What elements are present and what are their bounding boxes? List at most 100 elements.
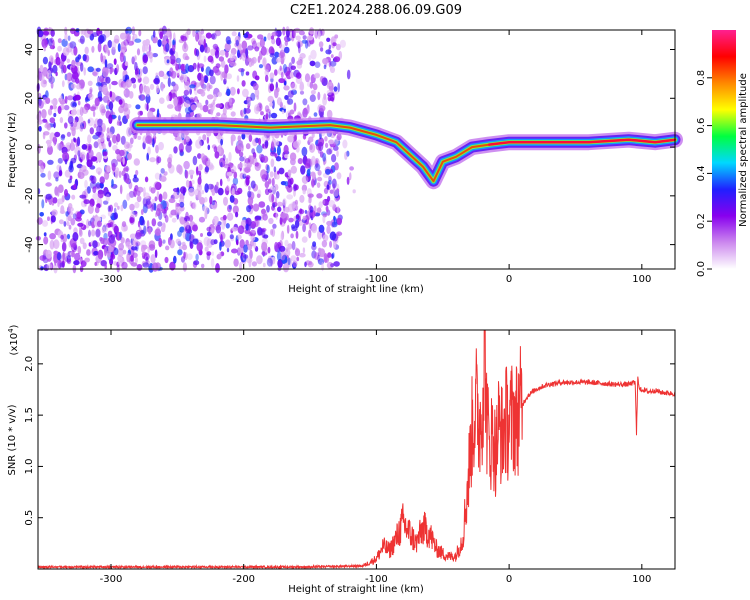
noise-cell bbox=[336, 231, 343, 236]
noise-cell bbox=[246, 205, 252, 213]
noise-cell bbox=[220, 161, 223, 168]
noise-cell bbox=[331, 221, 338, 228]
noise-cell bbox=[189, 241, 194, 249]
noise-cell bbox=[160, 168, 165, 174]
noise-cell bbox=[94, 97, 100, 107]
colorbar-tick-label: 0.4 bbox=[696, 165, 707, 181]
noise-cell bbox=[167, 157, 172, 164]
noise-cell bbox=[202, 104, 209, 113]
noise-cell bbox=[226, 247, 230, 253]
noise-cell bbox=[50, 29, 55, 37]
noise-cell bbox=[280, 71, 284, 79]
noise-cell bbox=[125, 26, 132, 35]
noise-cell bbox=[95, 254, 102, 264]
noise-cell bbox=[121, 221, 127, 228]
noise-cell bbox=[91, 104, 97, 110]
noise-cell bbox=[105, 191, 112, 198]
noise-cell bbox=[130, 210, 135, 218]
noise-cell bbox=[86, 218, 90, 229]
noise-cell bbox=[297, 41, 301, 49]
noise-cell bbox=[271, 31, 278, 37]
noise-cell bbox=[170, 70, 177, 79]
noise-cell bbox=[243, 33, 249, 39]
noise-cell bbox=[290, 65, 296, 71]
noise-cell bbox=[93, 250, 99, 256]
noise-cell bbox=[142, 262, 150, 268]
noise-cell bbox=[245, 143, 251, 150]
noise-cell bbox=[327, 92, 334, 97]
noise-cell bbox=[63, 104, 70, 111]
noise-cell bbox=[95, 228, 101, 238]
noise-cell bbox=[45, 97, 51, 104]
noise-cell bbox=[336, 172, 342, 180]
noise-cell bbox=[91, 45, 95, 53]
noise-cell bbox=[331, 154, 337, 163]
noise-cell bbox=[264, 139, 269, 149]
noise-cell bbox=[290, 81, 296, 89]
noise-cell bbox=[184, 80, 190, 91]
noise-cell bbox=[117, 43, 121, 53]
noise-cell bbox=[272, 223, 277, 229]
noise-cell bbox=[269, 171, 274, 178]
noise-cell bbox=[236, 75, 240, 82]
noise-cell bbox=[215, 63, 221, 69]
noise-cell bbox=[185, 98, 192, 104]
noise-cell bbox=[260, 46, 267, 56]
noise-cell bbox=[45, 249, 52, 259]
noise-cell bbox=[267, 95, 274, 103]
noise-cell bbox=[175, 238, 181, 245]
noise-cell bbox=[155, 85, 160, 94]
noise-cell bbox=[71, 109, 77, 116]
noise-cell bbox=[48, 55, 54, 63]
noise-cell bbox=[166, 94, 170, 102]
noise-cell bbox=[256, 255, 263, 265]
noise-cell bbox=[162, 74, 169, 80]
noise-cell bbox=[261, 135, 268, 142]
noise-cell bbox=[218, 56, 225, 62]
noise-cell bbox=[269, 151, 276, 157]
noise-cell bbox=[352, 189, 356, 194]
noise-cell bbox=[121, 261, 128, 270]
noise-cell bbox=[158, 237, 163, 248]
noise-cell bbox=[108, 245, 114, 253]
noise-cell bbox=[50, 99, 55, 104]
noise-cell bbox=[185, 143, 192, 153]
noise-cell bbox=[90, 106, 96, 112]
noise-cell bbox=[87, 134, 92, 144]
noise-cell bbox=[95, 182, 101, 189]
noise-cell bbox=[311, 155, 316, 166]
noise-cell bbox=[315, 159, 319, 169]
noise-cell bbox=[180, 63, 185, 71]
colorbar-tick-label: 0.6 bbox=[696, 118, 707, 134]
noise-cell bbox=[37, 159, 44, 167]
noise-cell bbox=[47, 69, 52, 79]
noise-cell bbox=[97, 171, 101, 176]
noise-cell bbox=[175, 206, 182, 215]
noise-cell bbox=[252, 203, 260, 212]
noise-cell bbox=[56, 188, 60, 197]
noise-cell bbox=[325, 168, 331, 175]
noise-cell bbox=[140, 209, 144, 215]
noise-cell bbox=[302, 247, 306, 254]
noise-cell bbox=[53, 122, 56, 129]
noise-cell bbox=[109, 90, 113, 98]
noise-cell bbox=[66, 221, 70, 227]
noise-cell bbox=[286, 194, 294, 200]
x-tick-label: 100 bbox=[632, 274, 651, 285]
noise-cell bbox=[275, 191, 280, 199]
noise-cell bbox=[175, 57, 181, 64]
noise-cell bbox=[256, 193, 261, 199]
heatmap-y-ticks: -40 -20 0 20 40 bbox=[24, 43, 675, 253]
noise-cell bbox=[168, 198, 176, 204]
noise-cell bbox=[326, 220, 333, 226]
noise-cell bbox=[80, 29, 84, 35]
noise-cell bbox=[270, 77, 274, 83]
noise-cell bbox=[206, 226, 212, 232]
noise-cell bbox=[309, 81, 314, 89]
noise-cell bbox=[99, 104, 106, 114]
noise-cell bbox=[186, 28, 191, 36]
noise-cell bbox=[99, 176, 105, 184]
noise-cell bbox=[183, 138, 187, 145]
noise-cell bbox=[66, 47, 73, 53]
noise-cell bbox=[317, 169, 322, 176]
